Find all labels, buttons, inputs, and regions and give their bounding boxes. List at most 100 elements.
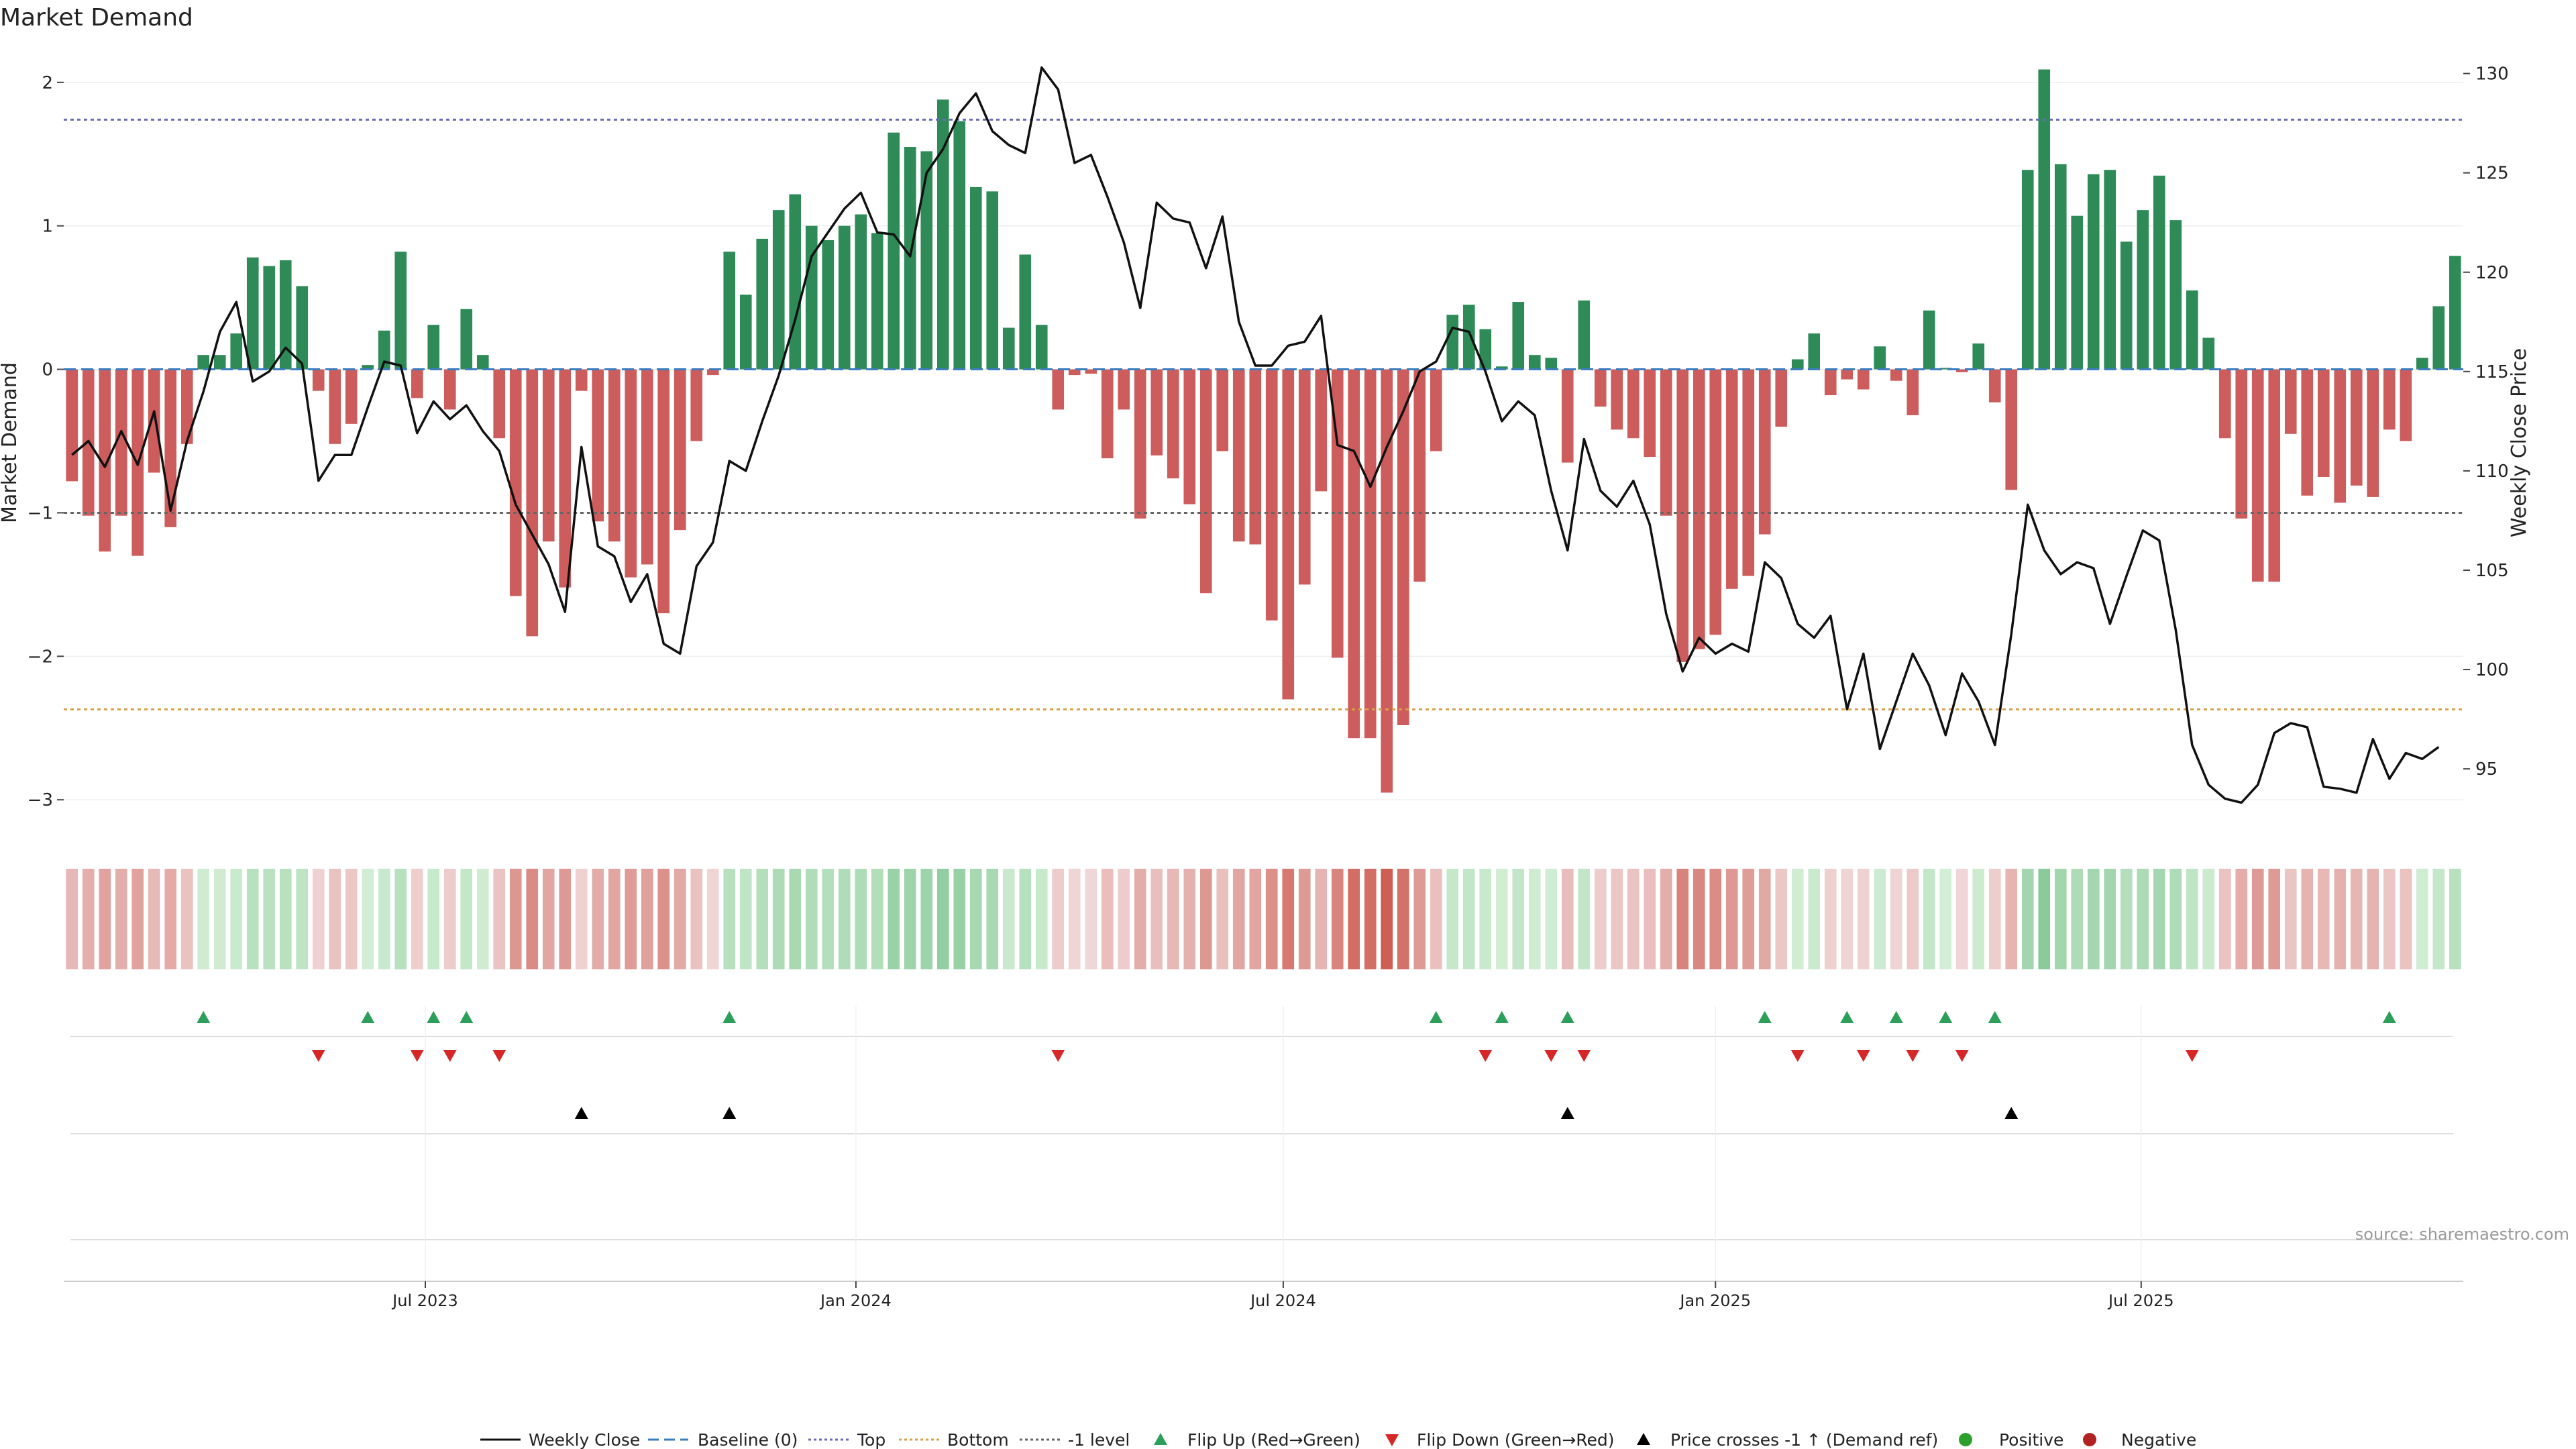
- demand-bar: [362, 365, 374, 370]
- heat-cell: [1298, 869, 1311, 969]
- heat-cell: [411, 869, 423, 969]
- legend-label-negative: Negative: [2121, 1430, 2196, 1449]
- heat-cell: [904, 869, 916, 969]
- heat-cell: [1381, 869, 1393, 969]
- demand-bar: [1874, 346, 1886, 370]
- demand-bar: [394, 252, 407, 370]
- y2-tick-label: 125: [2475, 164, 2509, 184]
- demand-bar: [855, 214, 867, 370]
- demand-bar: [2416, 358, 2428, 370]
- heat-cell: [460, 869, 473, 969]
- demand-bar: [822, 240, 835, 370]
- demand-bar: [2383, 369, 2396, 430]
- demand-bar: [312, 369, 325, 391]
- heat-cell: [706, 869, 719, 969]
- heat-cell: [575, 869, 588, 969]
- y-axis-label: Market Demand: [0, 362, 21, 523]
- demand-bar: [1446, 315, 1459, 370]
- heat-cell: [2317, 869, 2330, 969]
- heat-cell: [805, 869, 818, 969]
- heat-cell: [164, 869, 177, 969]
- flip-up-marker: [1495, 1011, 1509, 1023]
- heat-cell: [1627, 869, 1640, 969]
- x-tick-label: Jan 2025: [1678, 1291, 1751, 1310]
- demand-bar: [1512, 302, 1525, 370]
- y-axis-ticks: 2 1 0 −1 −2 −3: [28, 73, 64, 810]
- x-axis: Jul 2023 Jan 2024 Jul 2024 Jan 2025 Jul 2025: [64, 1281, 2463, 1310]
- heat-cell: [476, 869, 489, 969]
- heat-cell: [1364, 869, 1377, 969]
- heat-cell: [1495, 869, 1508, 969]
- demand-bar: [2087, 174, 2100, 370]
- demand-bar: [2137, 210, 2149, 370]
- legend-label-flip-down: Flip Down (Green→Red): [1417, 1430, 1615, 1449]
- heat-cell: [1413, 869, 1426, 969]
- demand-bar: [1331, 369, 1344, 658]
- demand-bar: [1249, 369, 1262, 545]
- heat-cell: [2268, 869, 2281, 969]
- demand-bar: [2153, 175, 2165, 370]
- heat-cell: [99, 869, 111, 969]
- demand-bar: [1594, 369, 1607, 407]
- demand-bar: [2268, 369, 2281, 582]
- demand-bar: [2284, 369, 2297, 434]
- demand-bar: [329, 369, 341, 444]
- heat-cell: [2021, 869, 2034, 969]
- legend-label-positive: Positive: [1999, 1430, 2063, 1449]
- heat-cell: [1955, 869, 1968, 969]
- heat-cell: [1923, 869, 1935, 969]
- heat-cell: [674, 869, 686, 969]
- demand-bar: [706, 369, 719, 376]
- heat-cell: [822, 869, 835, 969]
- heat-cell: [1841, 869, 1854, 969]
- heat-cell: [641, 869, 653, 969]
- demand-bar: [756, 238, 769, 370]
- legend-label-flip-up: Flip Up (Red→Green): [1187, 1430, 1360, 1449]
- demand-bar: [2054, 164, 2067, 370]
- heat-cell: [625, 869, 637, 969]
- demand-bar: [443, 369, 456, 410]
- flip-up-marker: [722, 1011, 737, 1023]
- flip-up-marker: [1889, 1011, 1903, 1023]
- demand-bar: [1150, 369, 1163, 455]
- legend-label-top: Top: [857, 1430, 885, 1449]
- flip-down-marker: [1479, 1050, 1493, 1062]
- x-tick-label: Jul 2023: [391, 1291, 458, 1310]
- flip-up-marker: [1560, 1011, 1574, 1023]
- heat-cell: [1907, 869, 1919, 969]
- demand-bar: [1857, 369, 1870, 390]
- heat-cell: [2120, 869, 2133, 969]
- demand-bar: [920, 151, 933, 370]
- flip-up-marker: [361, 1011, 375, 1023]
- heat-cell: [2087, 869, 2100, 969]
- demand-bar: [526, 369, 539, 637]
- legend-item-baseline: Baseline (0): [648, 1430, 798, 1449]
- heat-cell: [296, 869, 309, 969]
- heat-cell: [1725, 869, 1738, 969]
- demand-bar: [871, 233, 883, 370]
- heat-cell: [1512, 869, 1525, 969]
- heat-cell: [2005, 869, 2018, 969]
- heat-cell: [888, 869, 900, 969]
- heat-cell: [1052, 869, 1065, 969]
- demand-bar: [641, 369, 653, 565]
- demand-bar: [1890, 369, 1902, 381]
- demand-bar: [953, 121, 966, 370]
- heat-cell: [2251, 869, 2264, 969]
- demand-bar: [1216, 369, 1229, 451]
- demand-bar: [674, 369, 686, 531]
- y-tick-label: −1: [28, 503, 53, 523]
- heat-cell: [789, 869, 802, 969]
- heat-cell: [1988, 869, 2001, 969]
- heat-cell: [2038, 869, 2051, 969]
- y-tick-label: −2: [28, 647, 53, 667]
- demand-bar: [1660, 369, 1672, 516]
- heat-cell: [1134, 869, 1146, 969]
- heat-cell: [1528, 869, 1541, 969]
- price-cross-marker: [722, 1107, 737, 1119]
- demand-bar: [1199, 369, 1212, 594]
- demand-bar: [378, 330, 390, 370]
- heat-cell: [1167, 869, 1179, 969]
- demand-bar: [493, 369, 506, 439]
- heat-cell: [1348, 869, 1360, 969]
